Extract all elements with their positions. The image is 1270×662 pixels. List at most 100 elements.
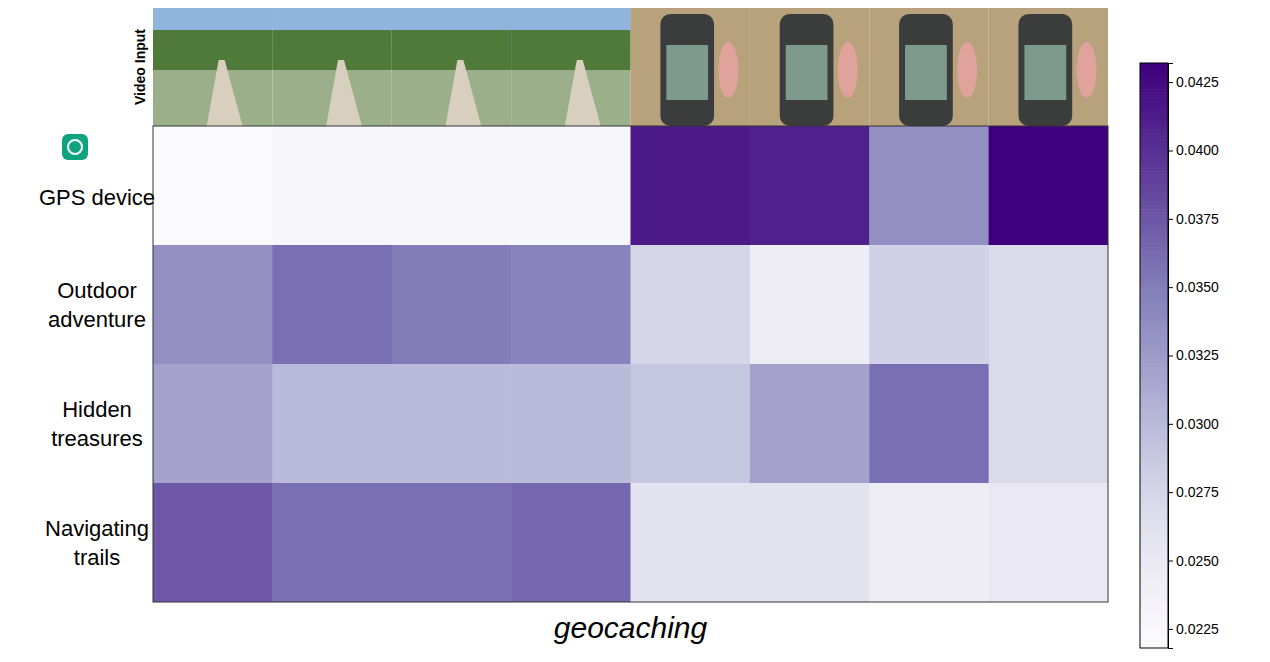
heatmap-cell	[631, 245, 751, 365]
heatmap-cell	[272, 483, 392, 602]
frame-screen	[666, 45, 708, 100]
frame-background	[869, 8, 988, 126]
tick-label: 0.0275	[1176, 484, 1219, 500]
row-label: Navigatingtrails	[45, 516, 149, 570]
frame-screen	[786, 45, 828, 100]
frame-trees	[153, 30, 272, 70]
frame-background	[392, 8, 511, 126]
tick-label: 0.0225	[1176, 621, 1219, 637]
colorbar-tick: 0.0250	[1168, 553, 1219, 569]
tick-mark	[1168, 150, 1173, 151]
x-axis-title: geocaching	[554, 611, 708, 644]
colorbar-tick: 0.0275	[1168, 484, 1219, 500]
row-label: Outdooradventure	[48, 278, 146, 332]
video-frame	[750, 8, 869, 126]
frame-finger	[957, 42, 977, 98]
tick-label: 0.0375	[1176, 211, 1219, 227]
colorbar-tick: 0.0300	[1168, 416, 1219, 432]
heatmap-cell	[153, 126, 273, 246]
tick-label: 0.0300	[1176, 416, 1219, 432]
icon-glyph	[68, 140, 82, 154]
frame-screen	[1024, 45, 1066, 100]
tick-mark	[1168, 424, 1173, 425]
colorbar-tick: 0.0225	[1168, 621, 1219, 637]
heatmap-cell	[153, 483, 273, 602]
frame-device	[660, 14, 714, 126]
tick-mark	[1168, 356, 1173, 357]
heatmap-cell	[272, 126, 392, 246]
video-frame	[272, 8, 391, 126]
heatmap-cell	[869, 245, 989, 365]
colorbar-step	[1140, 63, 1168, 67]
frame-trail	[326, 60, 362, 126]
heatmap-cell	[511, 364, 631, 484]
heatmap-cell	[750, 126, 870, 246]
frame-background	[989, 8, 1108, 126]
heatmap-cell	[511, 245, 631, 365]
heatmap-cell	[153, 245, 273, 365]
frame-finger	[1077, 42, 1097, 98]
frame-trees	[392, 30, 511, 70]
tick-mark	[1168, 287, 1173, 288]
heatmap-cell	[869, 483, 989, 602]
frame-device	[780, 14, 834, 126]
frame-trail	[565, 60, 601, 126]
frame-background	[153, 8, 272, 126]
cells	[153, 126, 1108, 602]
tick-label: 0.0250	[1176, 553, 1219, 569]
heatmap-cell	[989, 483, 1108, 602]
heatmap-cell	[750, 245, 870, 365]
video-frame	[511, 8, 630, 126]
tick-mark	[1168, 82, 1173, 83]
frame-device	[1018, 14, 1072, 126]
model-icon	[62, 134, 88, 160]
video-frame	[153, 8, 272, 126]
heatmap-cell	[750, 483, 870, 602]
colorbar-tick: 0.0400	[1168, 142, 1219, 158]
frame-background	[511, 8, 630, 126]
frame-trail	[445, 60, 481, 126]
colorbar-tick: 0.0425	[1168, 74, 1219, 90]
frame-trees	[511, 30, 630, 70]
colorbar	[1140, 63, 1168, 649]
frame-device	[899, 14, 953, 126]
frame-finger	[838, 42, 858, 98]
heatmap-cell	[511, 483, 631, 602]
tick-mark	[1168, 561, 1173, 562]
video-frame	[989, 8, 1108, 126]
row-label: GPS device	[39, 185, 155, 210]
heatmap-cell	[511, 126, 631, 246]
heatmap-cell	[153, 364, 273, 484]
frame-screen	[905, 45, 947, 100]
heatmap-cell	[869, 126, 989, 246]
heatmap-cell	[631, 364, 751, 484]
heatmap-cell	[392, 245, 512, 365]
heatmap-cell	[272, 245, 392, 365]
colorbar-tick: 0.0375	[1168, 211, 1219, 227]
row-label: Hiddentreasures	[51, 397, 143, 451]
chart: Video Input GPS device Outdooradventure Hid…	[0, 0, 1270, 662]
colorbar-tick: 0.0325	[1168, 347, 1219, 363]
tick-mark	[1168, 492, 1173, 493]
heatmap-cell	[989, 364, 1108, 484]
video-frames	[153, 8, 1108, 126]
heatmap-cell	[989, 245, 1108, 365]
video-frame	[869, 8, 988, 126]
frame-finger	[718, 42, 738, 98]
colorbar-tick: 0.0350	[1168, 279, 1219, 295]
tick-mark	[1168, 219, 1173, 220]
video-frame	[392, 8, 511, 126]
heatmap-cell	[631, 126, 751, 246]
heatmap-cell	[750, 364, 870, 484]
frame-background	[631, 8, 750, 126]
tick-mark	[1168, 629, 1173, 630]
strip-label: Video Input	[132, 29, 148, 105]
frame-trail	[207, 60, 243, 126]
colorbar-axis-line	[1169, 64, 1174, 649]
colorbar-axis: 0.0225 0.0250 0.0275 0.0300 0.0325 0.0350 0.03…	[1168, 64, 1219, 649]
tick-label: 0.0325	[1176, 347, 1219, 363]
heatmap-cell	[989, 126, 1108, 246]
tick-label: 0.0425	[1176, 74, 1219, 90]
frame-trees	[272, 30, 391, 70]
tick-label: 0.0400	[1176, 142, 1219, 158]
